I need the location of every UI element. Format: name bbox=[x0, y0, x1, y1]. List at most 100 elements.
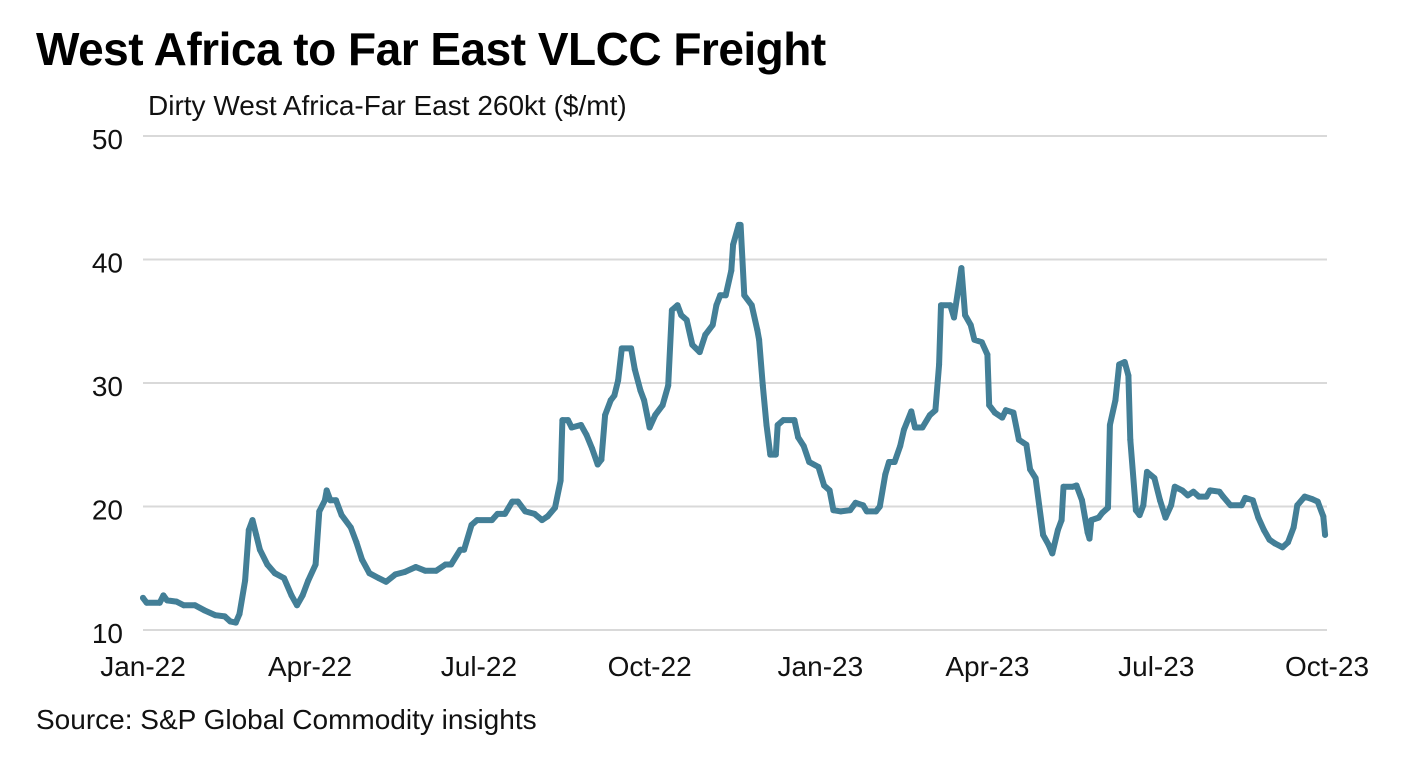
data-point bbox=[353, 539, 360, 546]
data-point bbox=[192, 602, 198, 609]
data-point bbox=[806, 459, 813, 465]
data-point bbox=[1162, 514, 1169, 521]
y-tick-label: 20 bbox=[92, 495, 123, 526]
data-point bbox=[1184, 492, 1191, 499]
data-point bbox=[991, 409, 998, 416]
y-tick-label: 50 bbox=[92, 124, 123, 155]
data-point bbox=[1309, 496, 1316, 503]
data-point bbox=[1144, 468, 1150, 475]
data-point bbox=[932, 407, 939, 414]
data-point bbox=[1279, 544, 1286, 551]
data-point bbox=[242, 577, 249, 584]
data-point bbox=[256, 546, 263, 553]
data-point bbox=[327, 497, 334, 504]
series-layer bbox=[140, 221, 1329, 626]
data-point bbox=[594, 461, 601, 468]
data-point bbox=[1151, 475, 1158, 482]
data-point bbox=[652, 412, 659, 419]
data-point bbox=[1112, 397, 1119, 404]
data-point bbox=[1266, 536, 1273, 543]
x-tick-label: Oct-23 bbox=[1285, 651, 1369, 682]
data-point bbox=[531, 510, 538, 517]
data-point bbox=[826, 487, 833, 494]
data-point bbox=[312, 561, 319, 568]
data-point bbox=[323, 487, 330, 494]
data-point bbox=[1032, 475, 1039, 482]
data-point bbox=[689, 341, 696, 348]
data-point bbox=[1285, 539, 1291, 546]
data-point bbox=[156, 599, 163, 606]
data-point bbox=[448, 561, 455, 568]
data-point bbox=[578, 422, 584, 428]
data-point bbox=[468, 522, 475, 528]
data-point bbox=[412, 564, 419, 570]
data-point bbox=[1015, 436, 1022, 443]
x-tick-label: Oct-22 bbox=[608, 651, 692, 682]
data-point bbox=[1079, 497, 1085, 504]
data-point bbox=[1045, 541, 1052, 548]
data-point bbox=[908, 408, 915, 415]
data-point bbox=[1301, 493, 1308, 500]
data-point bbox=[221, 613, 228, 620]
data-point bbox=[1314, 498, 1321, 505]
data-point bbox=[1242, 494, 1249, 501]
y-axis-ticks: 10 20 30 40 50 bbox=[92, 124, 123, 649]
data-point bbox=[900, 426, 907, 433]
x-tick-label: Jan-22 bbox=[100, 651, 186, 682]
data-point bbox=[245, 527, 252, 533]
data-point bbox=[501, 510, 508, 517]
data-point bbox=[1060, 483, 1067, 490]
data-point bbox=[999, 414, 1006, 421]
data-point bbox=[514, 498, 521, 505]
data-point bbox=[1058, 517, 1065, 524]
data-point bbox=[936, 361, 943, 368]
data-point bbox=[1179, 487, 1186, 494]
data-point bbox=[967, 322, 974, 328]
data-point bbox=[143, 599, 150, 606]
data-point bbox=[509, 498, 516, 505]
data-point bbox=[1088, 517, 1095, 524]
data-point bbox=[1105, 504, 1111, 511]
data-point bbox=[539, 517, 545, 524]
data-point bbox=[978, 339, 985, 346]
data-point bbox=[1106, 422, 1113, 428]
data-point bbox=[173, 598, 180, 605]
data-point bbox=[552, 504, 558, 511]
data-point bbox=[366, 570, 373, 577]
data-point bbox=[759, 382, 766, 389]
data-point bbox=[264, 561, 271, 568]
data-point bbox=[1238, 502, 1245, 509]
data-point bbox=[1207, 487, 1214, 494]
data-point bbox=[615, 377, 622, 384]
data-point bbox=[1322, 531, 1329, 538]
data-point bbox=[702, 331, 709, 338]
data-point bbox=[401, 569, 408, 575]
data-point bbox=[891, 459, 898, 465]
data-point bbox=[728, 267, 735, 274]
data-point bbox=[253, 531, 260, 538]
data-point bbox=[767, 451, 774, 458]
data-point bbox=[882, 471, 889, 478]
data-point bbox=[709, 322, 716, 328]
data-point bbox=[544, 513, 551, 520]
data-point bbox=[568, 424, 575, 431]
data-point bbox=[1095, 514, 1102, 521]
data-point bbox=[780, 417, 787, 424]
data-point bbox=[598, 456, 605, 463]
data-point bbox=[589, 445, 596, 452]
data-point bbox=[754, 326, 761, 333]
data-point bbox=[912, 424, 918, 431]
data-point bbox=[281, 575, 287, 582]
data-point bbox=[713, 302, 720, 309]
data-point bbox=[800, 443, 807, 449]
data-point bbox=[951, 314, 957, 321]
data-point bbox=[756, 336, 763, 343]
data-point bbox=[494, 510, 501, 517]
data-point bbox=[897, 443, 904, 449]
data-point bbox=[160, 592, 167, 599]
data-point bbox=[433, 567, 440, 574]
data-point bbox=[830, 507, 837, 514]
data-point bbox=[1272, 540, 1278, 547]
data-point bbox=[641, 397, 648, 404]
data-point bbox=[1290, 524, 1297, 531]
